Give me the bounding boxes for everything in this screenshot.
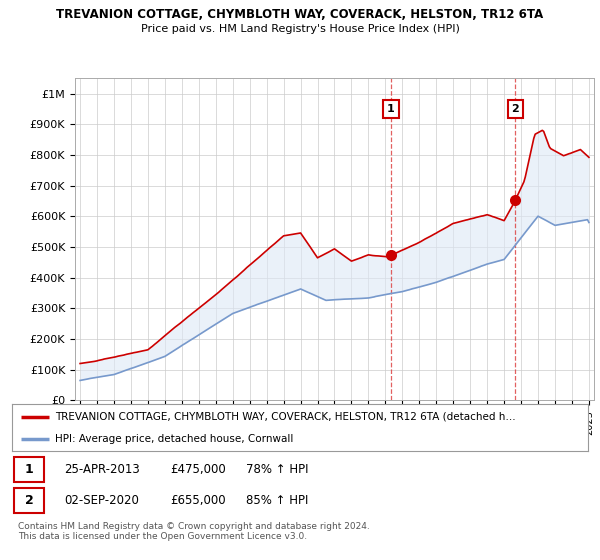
Text: TREVANION COTTAGE, CHYMBLOTH WAY, COVERACK, HELSTON, TR12 6TA (detached h…: TREVANION COTTAGE, CHYMBLOTH WAY, COVERA…: [55, 412, 516, 422]
Text: 85% ↑ HPI: 85% ↑ HPI: [246, 494, 308, 507]
Bar: [14, 488, 44, 513]
Text: 02-SEP-2020: 02-SEP-2020: [64, 494, 139, 507]
Text: TREVANION COTTAGE, CHYMBLOTH WAY, COVERACK, HELSTON, TR12 6TA: TREVANION COTTAGE, CHYMBLOTH WAY, COVERA…: [56, 8, 544, 21]
Text: 2: 2: [25, 494, 34, 507]
Text: 1: 1: [25, 463, 34, 476]
Text: 78% ↑ HPI: 78% ↑ HPI: [246, 463, 308, 476]
Text: £475,000: £475,000: [170, 463, 226, 476]
Text: Price paid vs. HM Land Registry's House Price Index (HPI): Price paid vs. HM Land Registry's House …: [140, 24, 460, 34]
Text: Contains HM Land Registry data © Crown copyright and database right 2024.
This d: Contains HM Land Registry data © Crown c…: [18, 522, 370, 542]
Text: HPI: Average price, detached house, Cornwall: HPI: Average price, detached house, Corn…: [55, 434, 293, 444]
Text: 1: 1: [387, 104, 395, 114]
Text: 2: 2: [512, 104, 520, 114]
Text: 25-APR-2013: 25-APR-2013: [64, 463, 140, 476]
Text: £655,000: £655,000: [170, 494, 226, 507]
Bar: [14, 457, 44, 482]
